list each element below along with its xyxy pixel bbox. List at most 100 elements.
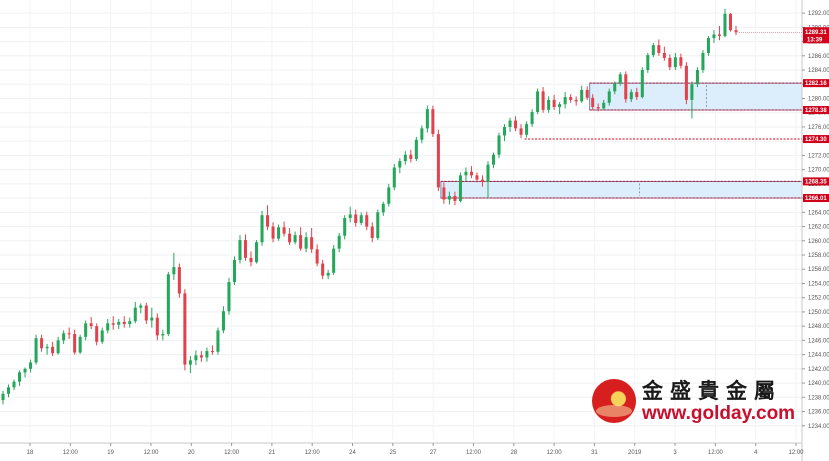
candle-body [51,346,55,354]
countdown-label: 13:39 [807,37,823,43]
candle-body [640,70,644,98]
candle-body [365,215,369,227]
candle-body [277,227,281,239]
candle-body [536,91,540,113]
x-tick-label: 21 [269,450,276,456]
candle-body [657,45,661,53]
x-tick-label: 31 [591,450,598,456]
candle-body [62,333,66,341]
candle-body [238,240,242,260]
candle-body [194,355,198,361]
y-tick-label: 1286.00 [808,54,829,60]
x-tick-label: 12:00 [305,450,321,456]
candle-body [717,34,721,36]
candle-body [497,135,501,155]
candle-body [354,214,358,223]
candle-body [420,128,424,140]
candle-body [183,293,187,365]
candle-body [106,323,110,331]
logo-mark-icon [592,379,636,423]
candle-body [541,91,545,110]
zone-box [440,180,803,199]
price-axis-labels[interactable]: 1234.00 1236.00 1238.00 1240.00 1242.00 1244.… [802,11,829,430]
support-resistance-zones [440,82,803,199]
x-tick-label: 18 [27,450,34,456]
level-price-tag: 1268.35 [805,179,827,185]
candle-body [480,179,484,182]
candle-body [580,89,584,102]
y-tick-label: 1280.00 [808,96,829,102]
x-tick-label: 12:00 [63,450,79,456]
candle-body [232,259,236,283]
candle-body [199,355,203,358]
candle-body [635,92,639,98]
x-tick-label: 12:00 [224,450,240,456]
candle-body [701,52,705,71]
candle-body [442,187,446,200]
candle-body [359,215,363,223]
candle-body [679,57,683,66]
candle-body [6,387,11,394]
candle-body [591,97,595,108]
candle-body [464,171,468,176]
candle-body [332,248,336,273]
candle-body [563,97,567,105]
candle-body [514,120,518,129]
candle-body [469,171,473,176]
level-price-tag: 1274.30 [805,137,827,143]
time-axis-labels[interactable]: 18 12:00 19 12:00 20 12:00 21 12:00 24 25 27 12:00 2… [27,443,805,456]
candle-body [491,154,496,165]
x-tick-label: 20 [188,450,195,456]
level-price-tag: 1282.16 [805,81,827,87]
x-tick-label: 12:00 [466,450,482,456]
candle-body [486,164,490,182]
candle-body [690,84,694,100]
candle-body [706,38,710,53]
y-tick-label: 1260.00 [808,239,829,245]
level-price-tag: 1278.38 [805,108,827,114]
candle-body [447,195,451,200]
candle-body [315,249,319,264]
y-tick-label: 1248.00 [808,324,829,330]
candle-body [56,340,60,354]
candle-body [519,128,523,135]
candle-body [387,187,391,204]
candle-body [558,104,562,108]
candle-body [128,321,132,325]
candle-body [398,161,402,168]
candle-body [249,257,253,263]
candle-body [166,274,170,334]
y-tick-label: 1258.00 [808,253,829,259]
y-tick-label: 1270.00 [808,168,829,174]
candle-body [381,203,385,213]
candle-body [712,34,716,39]
candle-body [122,321,126,325]
candle-body [552,99,556,108]
candle-body [260,215,264,243]
candle-body [348,214,352,219]
candle-body [370,226,374,238]
candle-body [255,242,259,263]
candle-body [144,305,148,321]
y-tick-label: 1234.00 [808,424,829,430]
candle-body [629,92,633,100]
candle-body [651,45,655,56]
candle-body [326,272,330,276]
y-tick-label: 1284.00 [808,68,829,74]
candle-body [188,360,192,365]
candle-body [293,235,297,243]
candle-body [585,89,589,98]
candle-body [392,167,396,188]
candle-body [673,57,677,68]
y-tick-label: 1276.00 [808,125,829,131]
candle-body [23,368,27,373]
candle-body [646,55,650,71]
x-tick-label: 12:00 [547,450,563,456]
candle-body [205,351,209,358]
candle-body [734,30,738,33]
candle-body [78,336,82,353]
candle-body [547,99,551,110]
x-tick-label: 19 [107,450,114,456]
candle-body [177,267,181,294]
